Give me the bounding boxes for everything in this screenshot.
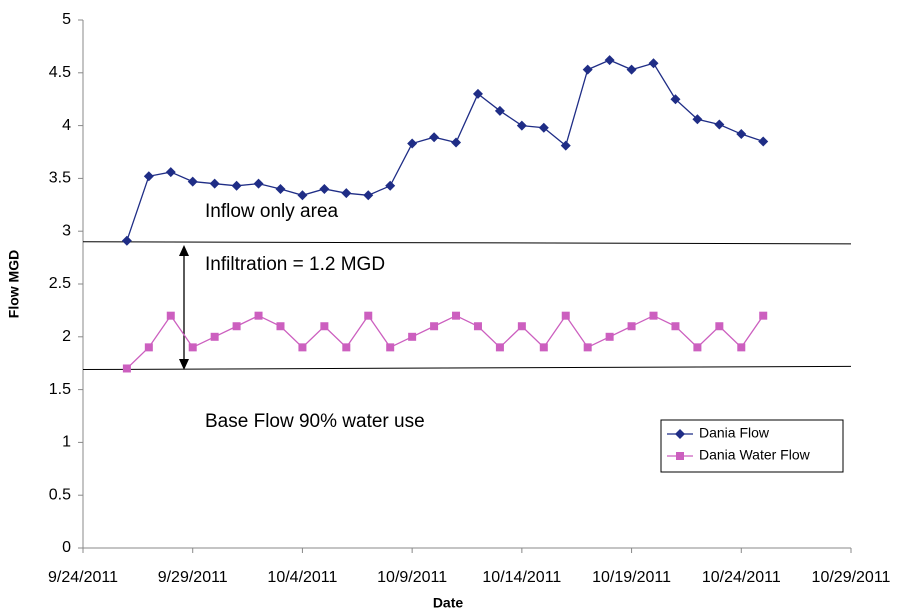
marker (583, 343, 592, 352)
marker (429, 132, 440, 143)
x-tick-label: 10/19/2011 (592, 569, 671, 586)
x-tick-label: 9/24/2011 (48, 569, 118, 586)
annotation: Infiltration = 1.2 MGD (205, 254, 385, 275)
marker (187, 176, 198, 187)
marker (605, 332, 614, 341)
y-tick-label: 4.5 (49, 64, 71, 81)
marker (210, 332, 219, 341)
marker (648, 58, 659, 69)
x-tick-label: 9/29/2011 (158, 569, 228, 586)
marker (254, 311, 263, 320)
marker (121, 235, 132, 246)
marker (714, 119, 725, 130)
y-tick-label: 0 (62, 539, 71, 556)
marker (407, 138, 418, 149)
marker (759, 311, 768, 320)
marker (494, 105, 505, 116)
y-tick-label: 3 (62, 222, 71, 239)
x-tick-label: 10/9/2011 (377, 569, 447, 586)
x-tick-label: 10/24/2011 (702, 569, 781, 586)
legend-box (660, 419, 844, 473)
marker (253, 178, 264, 189)
marker (209, 178, 220, 189)
y-tick-label: 2.5 (49, 275, 71, 292)
marker (736, 129, 747, 140)
reference-line (82, 241, 852, 245)
y-tick-label: 1 (62, 434, 71, 451)
marker (604, 55, 615, 66)
marker (166, 311, 175, 320)
marker (452, 311, 461, 320)
marker (671, 322, 680, 331)
marker (430, 322, 439, 331)
marker (675, 429, 685, 439)
reference-line (82, 365, 852, 371)
marker (231, 180, 242, 191)
marker (582, 64, 593, 75)
marker (319, 183, 330, 194)
marker (472, 88, 483, 99)
marker (692, 114, 703, 125)
legend-label: Dania Water Flow (699, 447, 811, 463)
annotation: Inflow only area (205, 201, 339, 222)
y-tick-label: 2 (62, 328, 71, 345)
marker (122, 364, 131, 373)
marker (341, 188, 352, 199)
marker (408, 332, 417, 341)
marker (320, 322, 329, 331)
marker (144, 343, 153, 352)
marker (627, 322, 636, 331)
marker (670, 94, 681, 105)
y-tick-label: 4 (62, 117, 71, 134)
marker (538, 122, 549, 133)
marker (561, 311, 570, 320)
y-tick-label: 3.5 (49, 170, 71, 187)
marker (276, 322, 285, 331)
annotation: Base Flow 90% water use (205, 411, 425, 432)
y-tick-label: 5 (62, 11, 71, 28)
marker (473, 322, 482, 331)
legend-label: Dania Flow (699, 425, 770, 441)
marker (342, 343, 351, 352)
marker (539, 343, 548, 352)
y-axis-title: Flow MGD (6, 250, 22, 318)
marker (364, 311, 373, 320)
x-tick-label: 10/4/2011 (267, 569, 337, 586)
marker (649, 311, 658, 320)
marker (451, 137, 462, 148)
marker (297, 190, 308, 201)
marker (143, 171, 154, 182)
x-axis-title: Date (433, 595, 464, 611)
y-tick-label: 1.5 (49, 381, 71, 398)
marker (188, 343, 197, 352)
marker (560, 140, 571, 151)
marker (517, 322, 526, 331)
marker (693, 343, 702, 352)
x-tick-label: 10/14/2011 (482, 569, 561, 586)
marker (758, 136, 769, 147)
marker (386, 343, 395, 352)
marker (298, 343, 307, 352)
series-line (126, 314, 764, 369)
marker (232, 322, 241, 331)
marker (715, 322, 724, 331)
marker (516, 120, 527, 131)
marker (495, 343, 504, 352)
marker (385, 180, 396, 191)
y-tick-label: 0.5 (49, 486, 71, 503)
arrow (179, 245, 189, 370)
marker (275, 183, 286, 194)
x-tick-label: 10/29/2011 (812, 569, 891, 586)
marker (676, 452, 684, 460)
legend: Dania Flow Dania Water Flow (660, 419, 844, 473)
marker (363, 190, 374, 201)
marker (737, 343, 746, 352)
marker (165, 167, 176, 178)
marker (626, 64, 637, 75)
